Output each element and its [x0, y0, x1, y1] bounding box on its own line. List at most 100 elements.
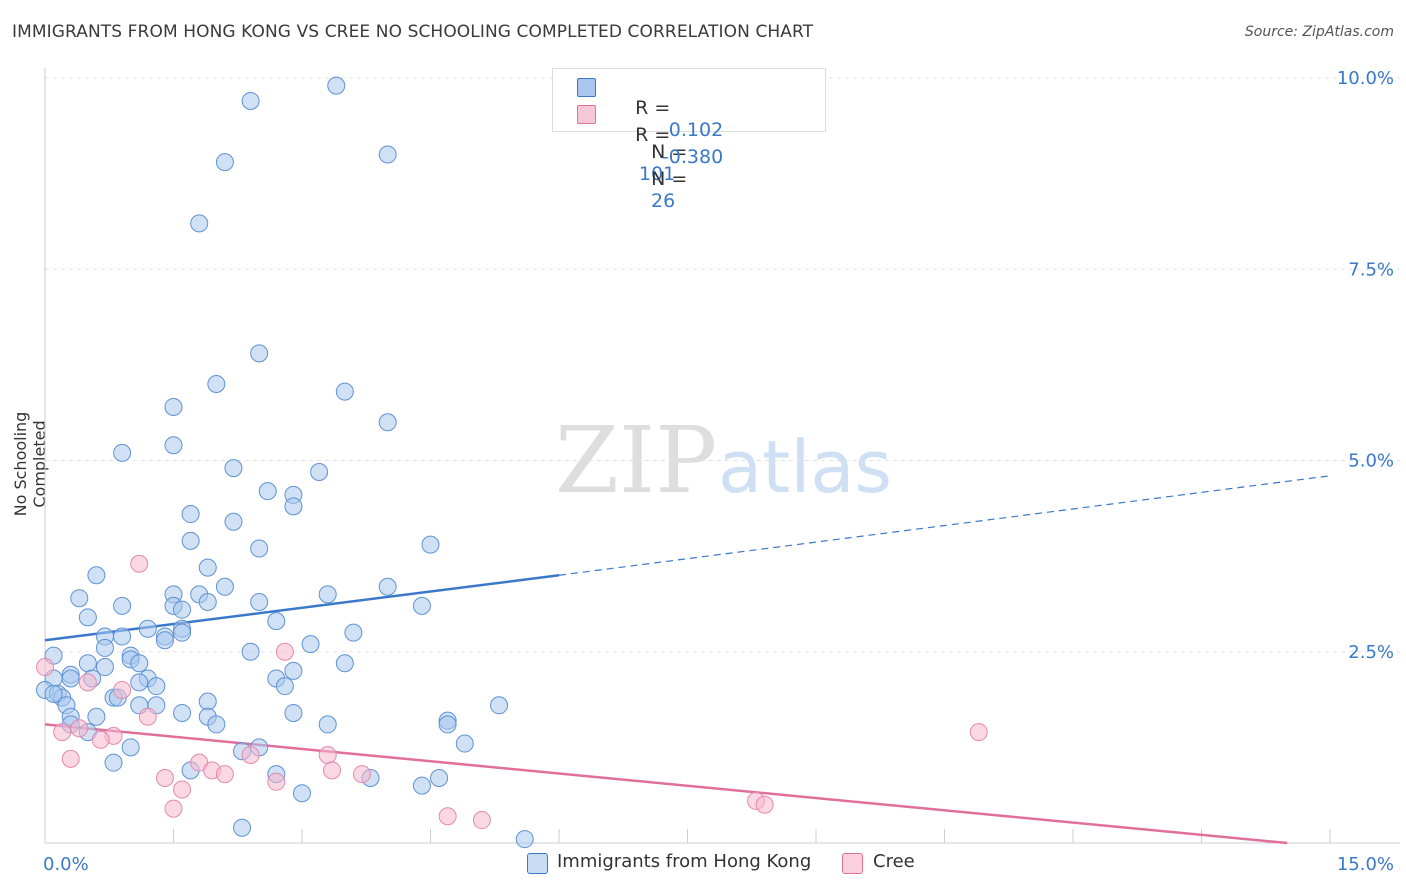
point-cree [352, 765, 371, 784]
n-value: 26 [650, 190, 676, 212]
x-tick-label: 15.0% [1337, 854, 1394, 875]
point-hong-kong [318, 585, 337, 604]
point-hong-kong [130, 673, 149, 692]
point-hong-kong [173, 703, 192, 722]
point-hong-kong [173, 600, 192, 619]
point-hong-kong [318, 715, 337, 734]
bottom-legend-series2: Cree [873, 851, 915, 872]
point-hong-kong [155, 631, 174, 650]
point-cree [91, 730, 110, 749]
point-hong-kong [173, 623, 192, 642]
point-hong-kong [164, 436, 183, 455]
point-hong-kong [293, 784, 311, 803]
point-hong-kong [412, 596, 431, 615]
point-hong-kong [378, 145, 397, 164]
point-hong-kong [181, 505, 200, 524]
point-hong-kong [207, 715, 226, 734]
point-hong-kong [87, 707, 106, 726]
point-cree [322, 761, 341, 780]
point-hong-kong [113, 443, 132, 462]
point-hong-kong [267, 612, 286, 631]
r-label: R = [635, 97, 671, 119]
point-cree [113, 681, 132, 699]
bottom-legend-swatch-blue [527, 853, 548, 874]
legend-swatch-blue [577, 78, 596, 97]
point-hong-kong [198, 558, 217, 577]
point-cree [53, 723, 72, 742]
point-hong-kong [284, 661, 303, 680]
watermark-atlas: atlas [718, 425, 892, 509]
point-hong-kong [87, 566, 106, 585]
point-cree [438, 807, 457, 826]
point-hong-kong [490, 696, 509, 715]
point-hong-kong [130, 654, 149, 673]
point-hong-kong [224, 512, 243, 531]
point-hong-kong [258, 482, 277, 501]
point-hong-kong [78, 608, 97, 627]
point-hong-kong [455, 734, 474, 753]
point-hong-kong [310, 462, 329, 481]
point-hong-kong [44, 684, 63, 703]
trend-line-cree [44, 723, 1288, 845]
point-cree [318, 746, 337, 765]
x-tick-label: 0.0% [43, 854, 89, 875]
point-hong-kong [301, 635, 320, 654]
legend-row-pink: R = -0.380 N = 26 [611, 102, 723, 234]
point-hong-kong [147, 677, 166, 696]
point-cree [969, 723, 988, 742]
r-label: R = [635, 124, 671, 146]
point-cree [138, 707, 157, 726]
data-points [36, 76, 988, 849]
point-hong-kong [95, 658, 114, 677]
r-value: 0.102 [668, 119, 724, 141]
point-cree [70, 719, 89, 738]
r-value: -0.380 [661, 146, 724, 168]
point-hong-kong [412, 776, 431, 795]
point-hong-kong [215, 577, 234, 596]
point-cree [61, 749, 80, 768]
trend-line-hong-kong-projection [558, 475, 1331, 576]
point-hong-kong [215, 153, 234, 172]
point-cree [241, 746, 260, 765]
bottom-legend-swatch-pink [842, 853, 863, 874]
point-cree [164, 799, 183, 818]
axes [44, 68, 1400, 844]
point-cree [173, 780, 192, 799]
point-hong-kong [378, 413, 397, 432]
y-tick-label: 10.0% [1337, 68, 1394, 89]
point-hong-kong [104, 753, 123, 772]
point-hong-kong [95, 638, 114, 657]
legend-swatch-pink [577, 105, 596, 124]
point-hong-kong [327, 76, 346, 95]
point-hong-kong [113, 627, 132, 646]
n-value: 101 [638, 163, 676, 185]
point-hong-kong [233, 818, 252, 837]
point-hong-kong [438, 715, 457, 734]
point-hong-kong [344, 623, 363, 642]
point-hong-kong [78, 654, 97, 673]
point-hong-kong [250, 344, 269, 363]
point-hong-kong [121, 738, 140, 757]
point-cree [755, 795, 774, 814]
point-hong-kong [284, 497, 303, 516]
point-cree [275, 642, 294, 661]
y-tick-label: 2.5% [1348, 642, 1394, 663]
point-hong-kong [515, 830, 534, 849]
point-hong-kong [70, 589, 89, 608]
grid-lines [45, 77, 1400, 653]
point-cree [155, 768, 174, 787]
bottom-legend-series1: Immigrants from Hong Kong [557, 851, 812, 872]
n-label: N = [651, 141, 688, 163]
stats-legend: R = 0.102 N = 101 R = -0.380 N = 26 [552, 68, 826, 212]
point-cree [267, 772, 286, 791]
point-cree [472, 811, 491, 830]
trend-line-hong-kong [44, 574, 560, 642]
point-hong-kong [250, 539, 269, 558]
point-hong-kong [421, 535, 440, 554]
point-cree [130, 554, 149, 573]
point-hong-kong [138, 619, 157, 638]
point-hong-kong [61, 669, 80, 688]
point-hong-kong [190, 214, 209, 233]
point-hong-kong [241, 642, 260, 661]
source-label: Source: ZipAtlas.com [1244, 24, 1394, 40]
